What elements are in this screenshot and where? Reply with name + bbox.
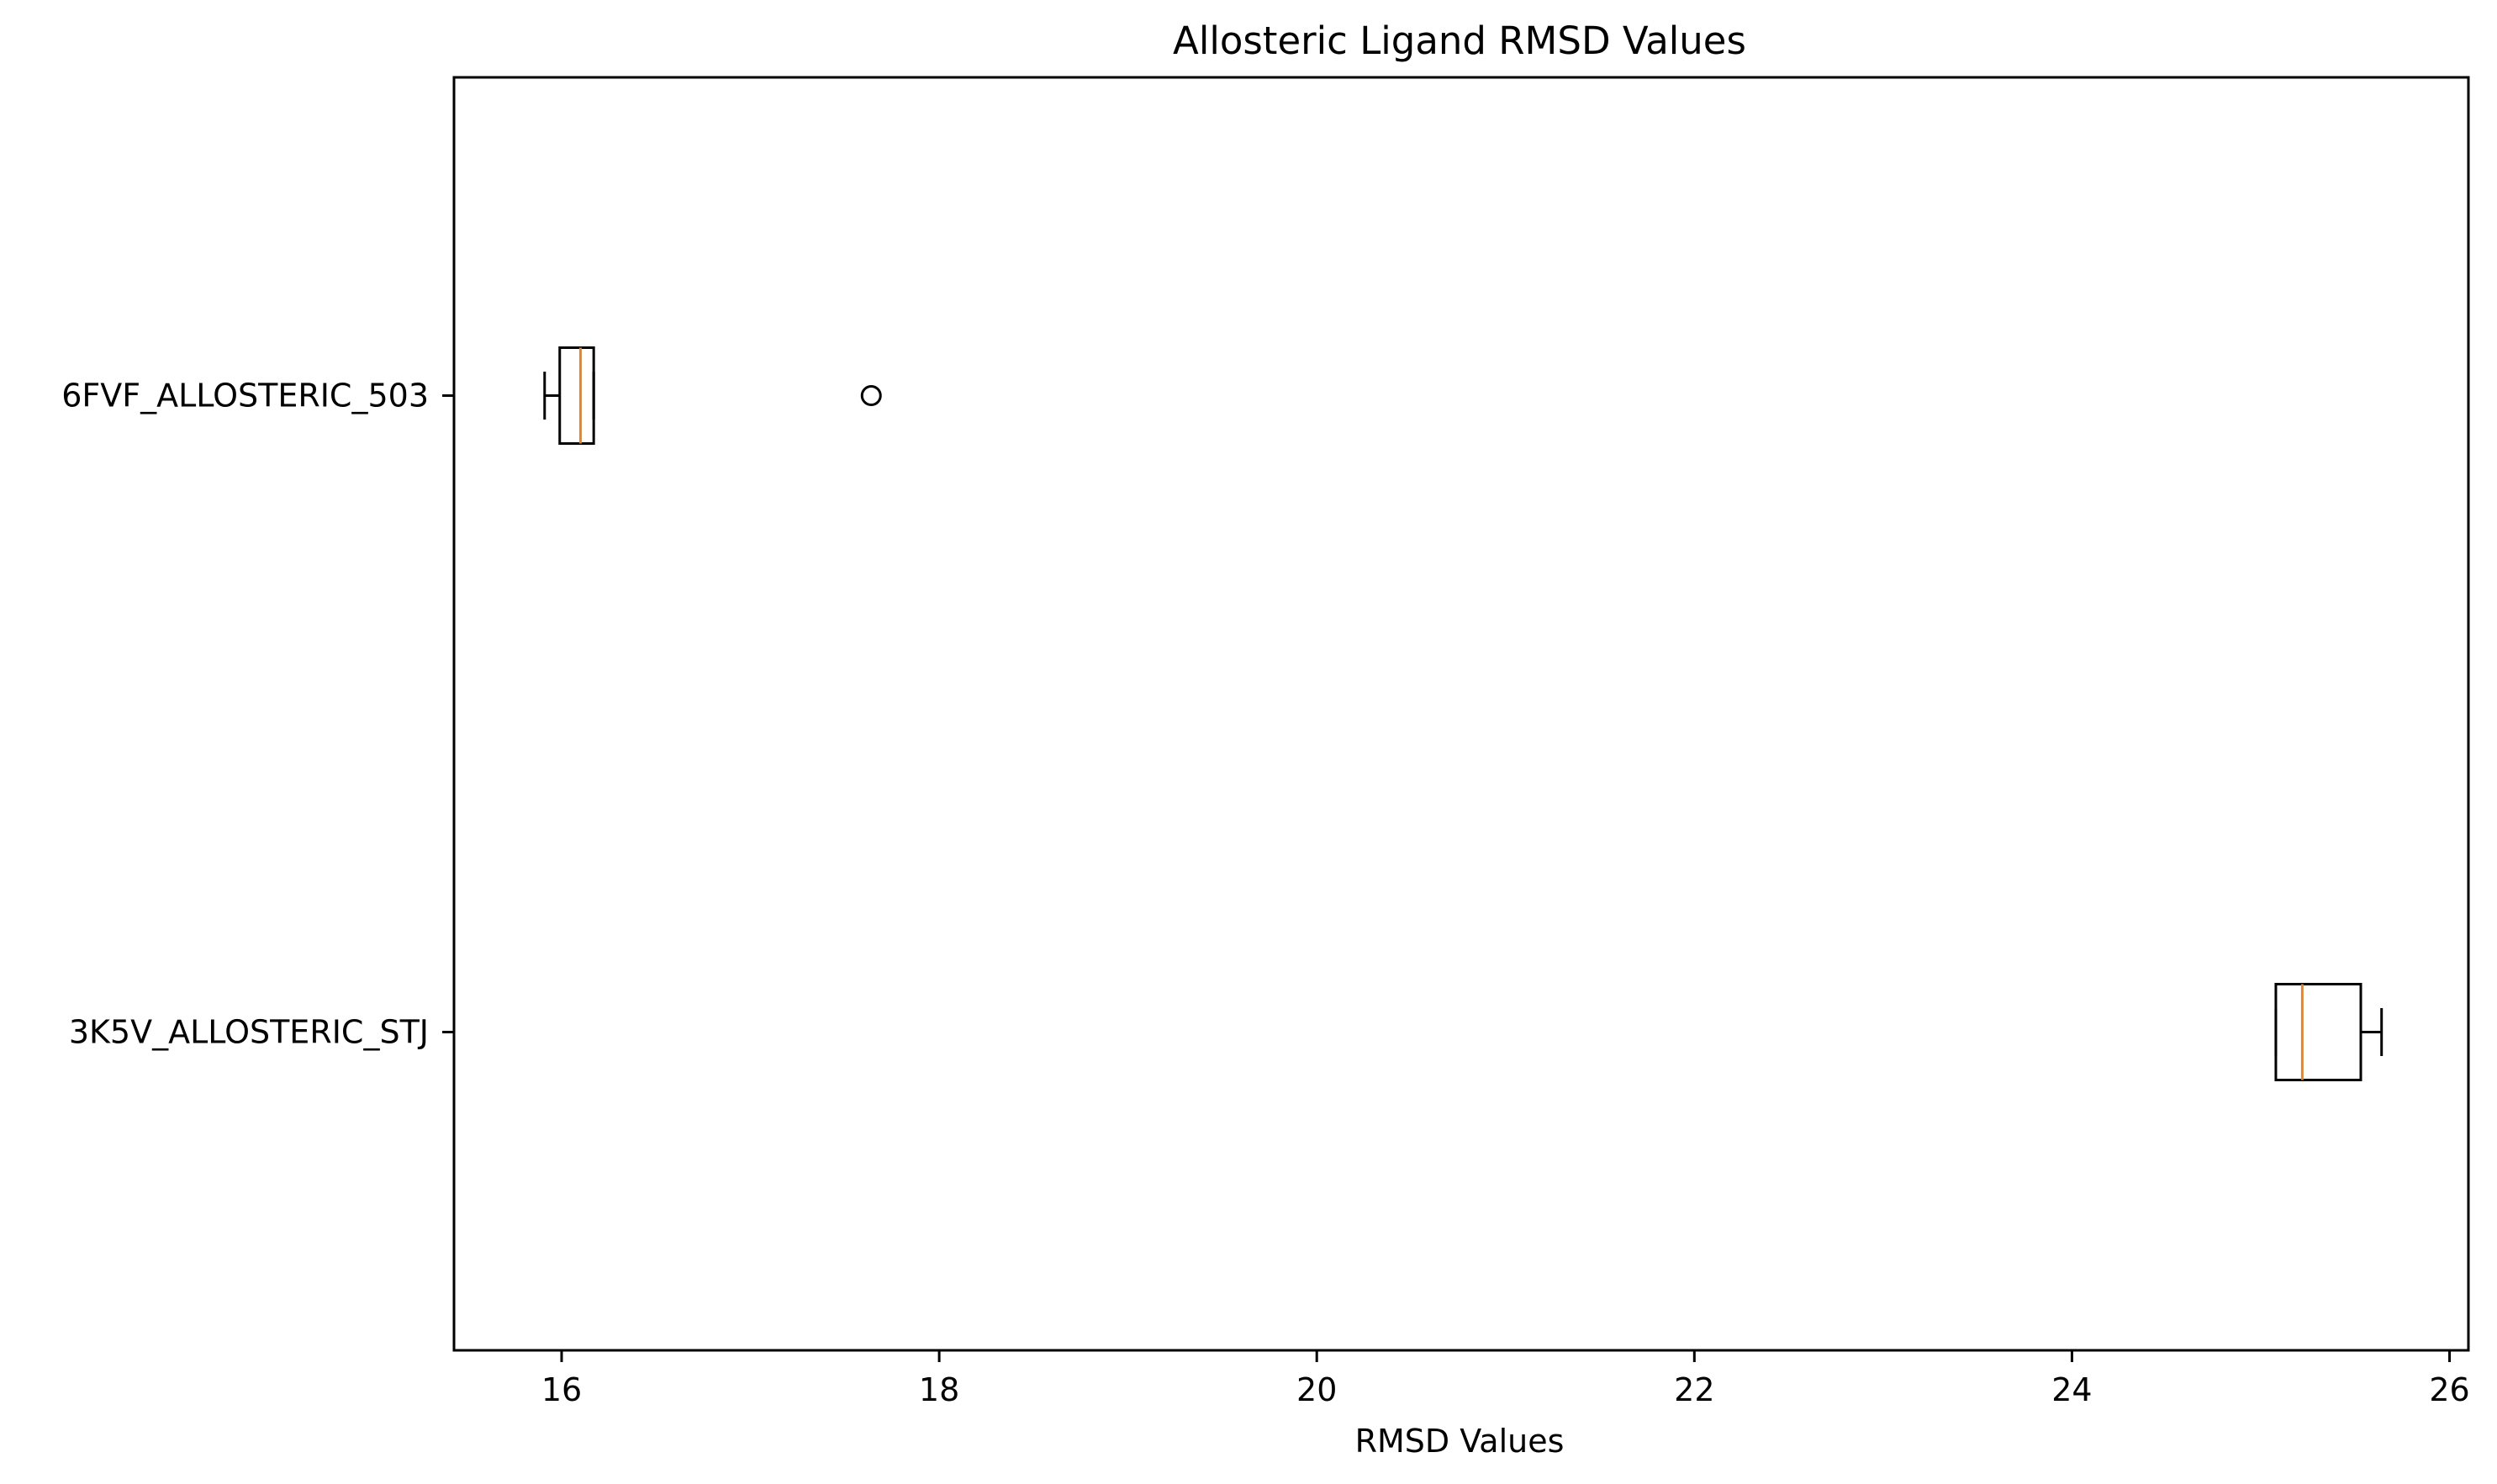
x-tick-label: 20: [1296, 1371, 1337, 1408]
y-tick-label: 3K5V_ALLOSTERIC_STJ: [69, 1014, 429, 1051]
x-tick-label: 22: [1674, 1371, 1714, 1408]
x-tick-label: 26: [2429, 1371, 2469, 1408]
x-axis: 16 18 20 22 24 26: [541, 1350, 2470, 1408]
x-tick-label: 18: [919, 1371, 959, 1408]
x-axis-label: RMSD Values: [1355, 1423, 1565, 1460]
box-iqr: [558, 346, 595, 445]
box-iqr: [2274, 983, 2362, 1081]
x-tick-label: 24: [2051, 1371, 2092, 1408]
outlier-point: [860, 385, 882, 406]
x-tick-label: 16: [541, 1371, 582, 1408]
chart-title: Allosteric Ligand RMSD Values: [1173, 18, 1746, 63]
box-group: [543, 346, 882, 445]
y-axis: 6FVF_ALLOSTERIC_503 3K5V_ALLOSTERIC_STJ: [61, 378, 454, 1051]
box-group: [2274, 983, 2384, 1081]
plot-frame: [452, 76, 2470, 1352]
box-series: [543, 346, 2384, 1081]
y-tick-label: 6FVF_ALLOSTERIC_503: [61, 378, 429, 415]
